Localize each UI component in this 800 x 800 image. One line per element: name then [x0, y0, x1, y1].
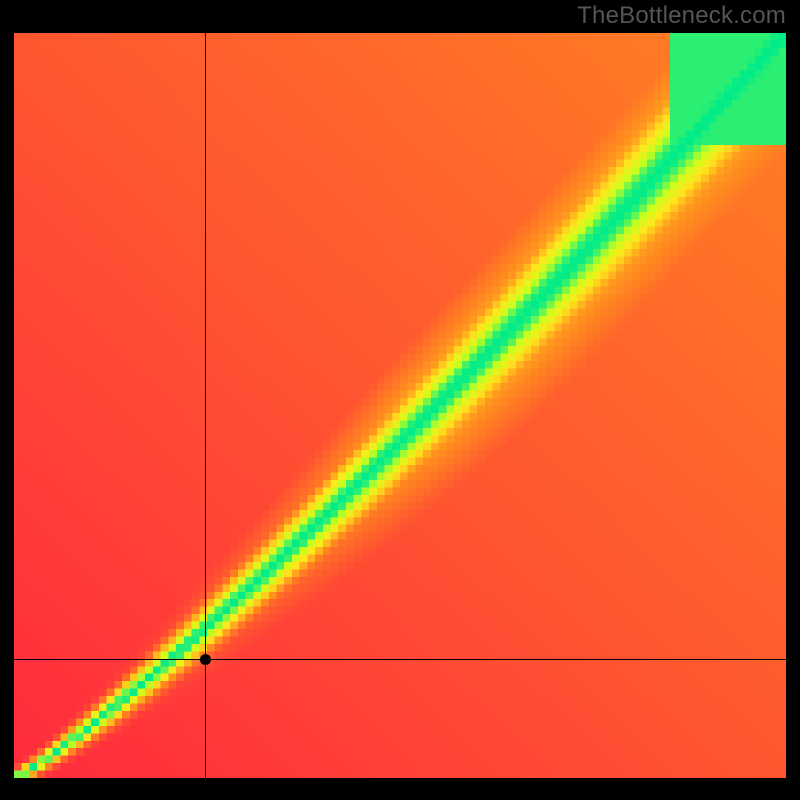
crosshair-horizontal [14, 659, 786, 660]
plot-area [14, 33, 786, 778]
attribution-text: TheBottleneck.com [577, 2, 786, 30]
marker-canvas [14, 33, 786, 778]
crosshair-vertical [205, 33, 206, 778]
chart-container: TheBottleneck.com [0, 0, 800, 800]
